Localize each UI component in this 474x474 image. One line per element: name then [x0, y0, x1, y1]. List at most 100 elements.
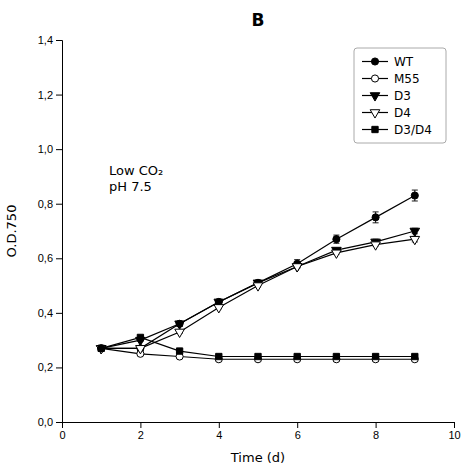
x-tick-label: 8 [373, 429, 379, 441]
marker [98, 345, 105, 352]
y-tick-mark [56, 40, 62, 41]
marker [98, 345, 104, 351]
x-tick-label: 0 [59, 429, 65, 441]
marker [412, 353, 418, 359]
y-tick: 0,0 [38, 416, 62, 428]
y-tick: 0,4 [38, 307, 62, 319]
x-axis: 0 2 4 6 8 10 [59, 422, 460, 441]
marker [216, 353, 222, 359]
x-axis-title: Time (d) [230, 450, 285, 465]
error-bar [412, 190, 418, 201]
y-tick-mark [56, 204, 62, 205]
marker [175, 329, 185, 337]
marker [332, 250, 342, 258]
x-tick-mark [140, 422, 141, 428]
x-tick-mark [219, 422, 220, 428]
x-axis-line [63, 423, 455, 429]
x-tick: 8 [373, 422, 379, 441]
chart: 0 2 4 6 8 10 0,0 0,2 0,4 0,6 0,8 1,0 1,2 1,4 Low CO₂pH… [0, 0, 474, 474]
y-tick-mark [56, 422, 62, 423]
y-tick-label: 1,4 [38, 34, 53, 46]
x-tick: 10 [448, 422, 460, 441]
marker [371, 242, 381, 250]
y-tick: 0,6 [38, 252, 62, 264]
y-tick: 1,2 [38, 89, 62, 101]
marker [96, 346, 106, 354]
annotation: Low CO₂pH 7.5 [109, 163, 163, 194]
y-tick-mark [56, 95, 62, 96]
error-bar [373, 212, 379, 223]
marker [176, 348, 182, 354]
legend-box [354, 48, 446, 143]
x-tick-mark [376, 422, 377, 428]
y-tick-mark [56, 367, 62, 368]
marker [410, 236, 420, 244]
y-tick: 1,0 [38, 143, 62, 155]
legend-marker [371, 75, 378, 82]
x-tick: 6 [295, 422, 301, 441]
marker [294, 353, 300, 359]
legend-marker [372, 126, 378, 132]
y-tick-mark [56, 258, 62, 259]
error-bar [333, 235, 339, 243]
line [101, 348, 415, 359]
x-tick-label: 6 [295, 429, 301, 441]
y-tick-label: 1,2 [38, 89, 53, 101]
marker [333, 353, 339, 359]
y-tick: 0,2 [38, 361, 62, 373]
legend-label: M55 [394, 72, 420, 86]
y-axis-title: O.D.750 [4, 205, 19, 258]
y-tick: 1,4 [38, 34, 62, 46]
y-tick-mark [56, 313, 62, 314]
x-tick-mark [297, 422, 298, 428]
plot: 0 2 4 6 8 10 0,0 0,2 0,4 0,6 0,8 1,0 1,2 1,4 Low CO₂pH… [38, 34, 461, 441]
marker [372, 214, 379, 221]
legend-marker [370, 93, 380, 101]
y-tick-label: 0,0 [38, 416, 53, 428]
y-tick-label: 0,6 [38, 252, 53, 264]
y-tick-label: 0,4 [38, 307, 53, 319]
line [101, 239, 415, 348]
marker [137, 334, 143, 340]
series [98, 334, 418, 359]
y-axis-line [56, 41, 63, 423]
y-tick-mark [56, 149, 62, 150]
y-tick-label: 1,0 [38, 143, 53, 155]
x-tick-label: 10 [448, 429, 460, 441]
line [101, 231, 415, 348]
legend-marker [371, 58, 378, 65]
x-tick-mark [454, 422, 455, 428]
x-tick-label: 4 [216, 429, 222, 441]
marker [214, 305, 224, 313]
title: B [252, 10, 265, 30]
legend-label: D3/D4 [394, 123, 432, 137]
legend-label: WT [394, 55, 414, 69]
marks [96, 190, 419, 363]
y-tick-label: 0,2 [38, 361, 53, 373]
series [98, 190, 419, 352]
error-bar [98, 346, 104, 351]
marker [175, 321, 185, 329]
marker [372, 353, 378, 359]
series [96, 228, 419, 354]
marker [136, 346, 146, 354]
x-tick: 2 [138, 422, 144, 441]
y-axis: 0,0 0,2 0,4 0,6 0,8 1,0 1,2 1,4 [38, 34, 63, 428]
marker [98, 345, 105, 352]
legend-label: D3 [394, 89, 411, 103]
legend: WT M55 D3 D4 D3/D4 [354, 48, 446, 143]
y-tick: 0,8 [38, 198, 62, 210]
line [101, 196, 415, 349]
y-tick-label: 0,8 [38, 198, 53, 210]
marker [292, 264, 302, 272]
marker [411, 192, 418, 199]
marker [96, 346, 106, 354]
series [96, 236, 419, 353]
legend-label: D4 [394, 106, 411, 120]
marker [333, 236, 340, 243]
x-tick: 4 [216, 422, 222, 441]
marker [255, 353, 261, 359]
series [98, 345, 419, 363]
x-tick: 0 [59, 422, 65, 441]
legend-marker [370, 110, 380, 118]
